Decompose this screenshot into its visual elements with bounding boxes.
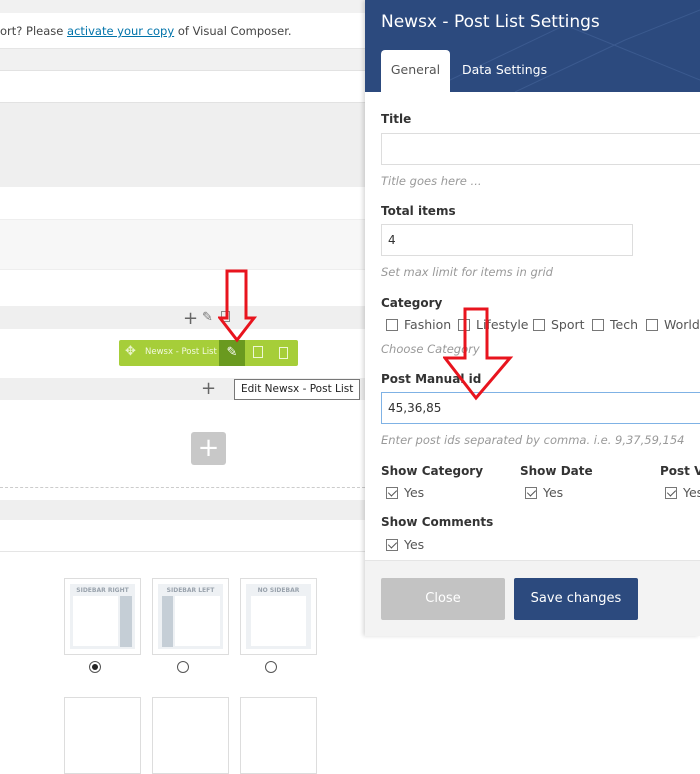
post-manual-id-input[interactable]: 45,36,85 — [381, 392, 700, 424]
row-divider — [0, 500, 365, 520]
close-button[interactable]: Close — [381, 578, 505, 620]
annotation-arrow — [218, 269, 258, 343]
post-manual-id-label: Post Manual id — [381, 372, 482, 386]
tab-data-settings[interactable]: Data Settings — [462, 62, 548, 77]
checkbox[interactable] — [665, 487, 677, 499]
move-icon[interactable]: ✥ — [125, 344, 136, 359]
checkbox[interactable] — [386, 319, 398, 331]
total-items-label: Total items — [381, 204, 456, 218]
total-items-input[interactable]: 4 — [381, 224, 633, 256]
total-items-help: Set max limit for items in grid — [381, 265, 553, 279]
checkbox[interactable] — [525, 487, 537, 499]
category-help: Choose Category — [381, 342, 480, 356]
category-fashion[interactable]: Fashion — [386, 317, 451, 332]
show-category-yes[interactable]: Yes — [386, 485, 424, 500]
title-label: Title — [381, 112, 412, 126]
layout-radio-sidebar-right[interactable] — [89, 661, 101, 673]
show-comments-label: Show Comments — [381, 515, 494, 529]
layout-sidebar-left[interactable]: SIDEBAR LEFT — [152, 578, 229, 655]
layout-card[interactable] — [152, 697, 229, 774]
checkbox[interactable] — [386, 487, 398, 499]
panel-header: Newsx - Post List Settings General Data … — [365, 0, 700, 92]
post-views-yes[interactable]: Yes — [665, 485, 700, 500]
category-world[interactable]: World — [646, 317, 700, 332]
divider — [0, 551, 365, 552]
trash-icon[interactable] — [279, 347, 288, 359]
save-changes-button[interactable]: Save changes — [514, 578, 638, 620]
post-manual-id-help: Enter post ids separated by comma. i.e. … — [381, 433, 685, 447]
layout-radio-sidebar-left[interactable] — [177, 661, 189, 673]
category-sport[interactable]: Sport — [533, 317, 585, 332]
edit-element-button[interactable]: ✎ — [219, 340, 245, 366]
tab-general[interactable]: General — [381, 50, 450, 92]
add-icon[interactable]: + — [183, 308, 199, 329]
post-views-label: Post Vi — [660, 464, 700, 478]
panel-footer: Close Save changes — [365, 560, 700, 636]
layout-card[interactable] — [240, 697, 317, 774]
activation-notice: ort? Please activate your copy of Visual… — [0, 13, 365, 49]
dashed-divider — [0, 487, 365, 488]
element-bar[interactable]: ✥ Newsx - Post List ✎ — [119, 340, 298, 366]
show-date-label: Show Date — [520, 464, 593, 478]
editor-row — [0, 102, 365, 187]
row-divider — [0, 49, 365, 71]
show-category-label: Show Category — [381, 464, 484, 478]
category-tech[interactable]: Tech — [592, 317, 638, 332]
category-label: Category — [381, 296, 443, 310]
title-help: Title goes here ... — [381, 174, 482, 188]
layout-card[interactable] — [64, 697, 141, 774]
add-icon[interactable]: + — [201, 378, 217, 399]
tooltip: Edit Newsx - Post List — [234, 379, 361, 400]
panel-title: Newsx - Post List Settings — [381, 12, 600, 32]
checkbox[interactable] — [646, 319, 658, 331]
pencil-icon[interactable]: ✎ — [202, 310, 213, 325]
checkbox[interactable] — [386, 539, 398, 551]
editor-row — [0, 219, 365, 270]
settings-panel: Newsx - Post List Settings General Data … — [365, 0, 700, 636]
add-element-button[interactable]: + — [191, 432, 226, 465]
copy-icon[interactable] — [253, 346, 263, 358]
layout-radio-no-sidebar[interactable] — [265, 661, 277, 673]
element-label: Newsx - Post List — [145, 347, 217, 357]
column-row — [0, 306, 365, 329]
title-input[interactable] — [381, 133, 700, 165]
layout-no-sidebar[interactable]: NO SIDEBAR — [240, 578, 317, 655]
annotation-arrow — [443, 307, 514, 401]
checkbox[interactable] — [592, 319, 604, 331]
show-date-yes[interactable]: Yes — [525, 485, 563, 500]
checkbox[interactable] — [533, 319, 545, 331]
show-comments-yes[interactable]: Yes — [386, 537, 424, 552]
top-strip — [0, 0, 365, 13]
layout-sidebar-right[interactable]: SIDEBAR RIGHT — [64, 578, 141, 655]
header-pattern — [424, 9, 700, 92]
activate-link[interactable]: activate your copy — [67, 24, 175, 38]
